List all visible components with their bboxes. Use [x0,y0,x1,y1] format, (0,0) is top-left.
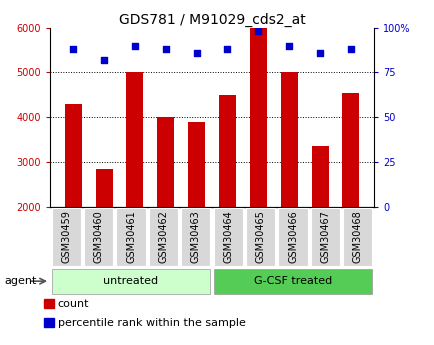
FancyBboxPatch shape [181,208,210,266]
Bar [65,104,82,297]
FancyBboxPatch shape [116,208,145,266]
Bar [342,92,358,297]
FancyBboxPatch shape [342,208,372,266]
Text: GSM30466: GSM30466 [287,210,297,263]
Text: GSM30467: GSM30467 [320,210,330,263]
Bar [249,28,266,297]
FancyBboxPatch shape [52,269,210,294]
Point [285,43,292,48]
FancyBboxPatch shape [148,208,178,266]
Bar [188,122,205,297]
Text: GSM30465: GSM30465 [255,210,265,263]
Point [193,50,200,56]
Point [100,57,107,63]
Point [224,46,230,52]
Bar [126,72,143,297]
Text: GSM30461: GSM30461 [126,210,136,263]
Point [347,46,354,52]
Point [69,46,76,52]
Bar [280,72,297,297]
Text: GSM30463: GSM30463 [191,210,201,263]
FancyBboxPatch shape [84,208,113,266]
Point [316,50,323,56]
Text: GSM30460: GSM30460 [93,210,103,263]
Text: G-CSF treated: G-CSF treated [253,276,332,286]
Bar [95,169,112,297]
FancyBboxPatch shape [246,208,275,266]
Bar [311,146,328,297]
FancyBboxPatch shape [213,208,242,266]
FancyBboxPatch shape [310,208,339,266]
Bar [218,95,235,297]
Text: GSM30459: GSM30459 [61,210,71,263]
Text: GSM30468: GSM30468 [352,210,362,263]
FancyBboxPatch shape [52,208,81,266]
Text: agent: agent [4,276,36,286]
Point [254,28,261,34]
Title: GDS781 / M91029_cds2_at: GDS781 / M91029_cds2_at [118,12,305,27]
Text: percentile rank within the sample: percentile rank within the sample [58,318,245,328]
Text: untreated: untreated [103,276,158,286]
Point [162,46,169,52]
Bar [157,117,174,297]
Text: count: count [58,299,89,309]
FancyBboxPatch shape [278,208,307,266]
Text: GSM30464: GSM30464 [223,210,233,263]
FancyBboxPatch shape [213,269,372,294]
Text: GSM30462: GSM30462 [158,210,168,263]
Point [131,43,138,48]
